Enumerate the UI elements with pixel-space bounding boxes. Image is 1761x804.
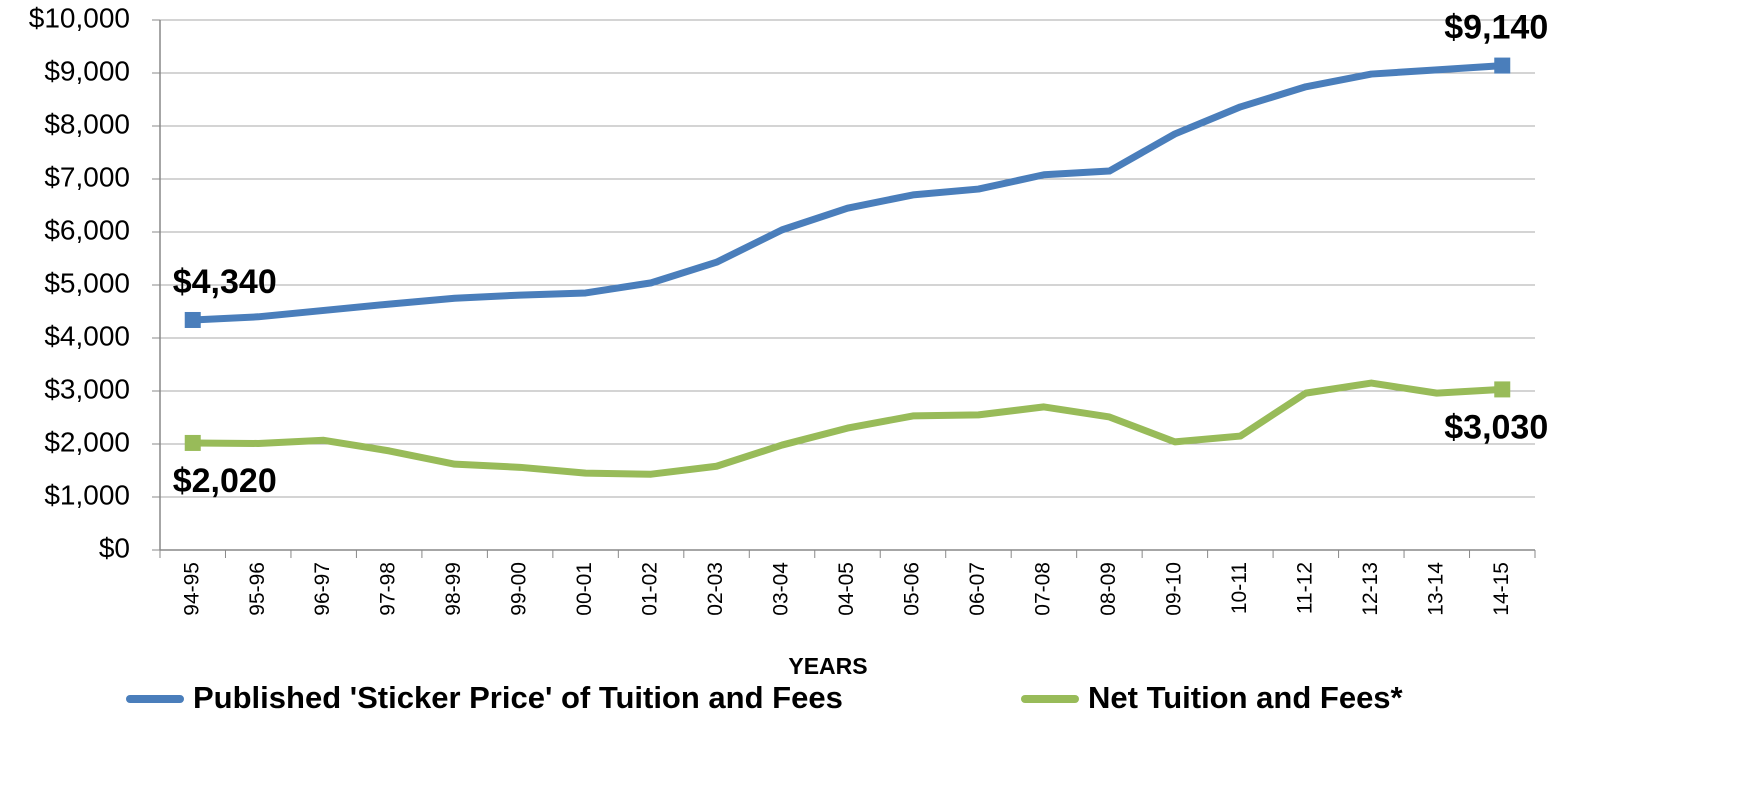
x-tick-label: 12-13 [1359,562,1382,616]
x-tick-label: 01-02 [639,562,662,616]
point-marker [1494,381,1511,398]
x-tick-label: 04-05 [835,562,858,616]
x-tick-label: 97-98 [377,562,400,616]
x-tick-label: 05-06 [901,562,924,616]
y-tick-label: $6,000 [44,214,130,245]
x-tick-label: 09-10 [1162,562,1185,616]
y-tick-label: $8,000 [44,108,130,139]
x-tick-label: 10-11 [1228,562,1251,614]
x-tick-label: 14-15 [1490,562,1513,616]
x-tick-label: 98-99 [442,562,465,616]
y-tick-label: $1,000 [44,479,130,510]
y-tick-label: $10,000 [29,2,130,33]
x-tick-label: 08-09 [1097,562,1120,616]
legend-label: Net Tuition and Fees* [1088,680,1404,715]
y-tick-label: $0 [99,532,130,563]
point-marker [1494,57,1511,74]
y-tick-label: $4,000 [44,320,130,351]
x-tick-label: 02-03 [704,562,727,616]
legend-label: Published 'Sticker Price' of Tuition and… [193,680,843,715]
point-marker [184,434,201,451]
x-tick-label: 07-08 [1031,562,1054,616]
series-line [192,62,1503,324]
x-axis-title: YEARS [788,653,867,679]
series-line [192,379,1503,478]
data-label: $2,020 [173,462,277,500]
y-tick-label: $7,000 [44,161,130,192]
y-tick-label: $3,000 [44,373,130,404]
x-tick-label: 11-12 [1293,562,1316,614]
x-tick-label: 99-00 [508,562,531,616]
y-tick-label: $5,000 [44,267,130,298]
x-tick-label: 94-95 [180,562,203,616]
data-label: $3,030 [1444,408,1548,446]
x-tick-label: 13-14 [1424,562,1447,616]
x-tick-label: 03-04 [770,562,793,616]
x-tick-label: 95-96 [246,562,269,616]
data-label: $4,340 [173,263,277,301]
y-tick-label: $2,000 [44,426,130,457]
y-tick-label: $9,000 [44,55,130,86]
x-tick-label: 96-97 [311,562,334,616]
point-marker [184,311,201,328]
x-tick-label: 06-07 [966,562,989,616]
data-label: $9,140 [1444,9,1548,47]
x-tick-label: 00-01 [573,562,596,616]
